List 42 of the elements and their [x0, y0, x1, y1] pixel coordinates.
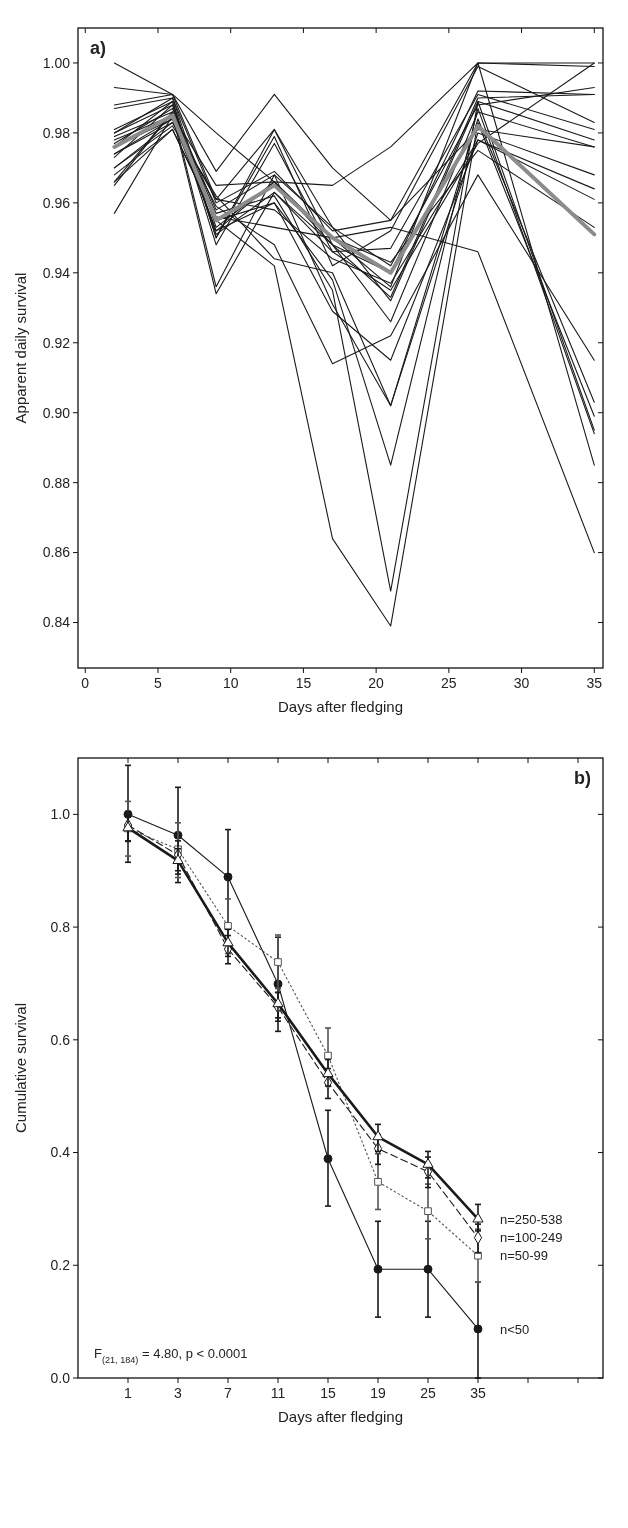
x-tick-label: 25 — [441, 675, 457, 691]
y-axis-title: Apparent daily survival — [12, 272, 29, 424]
x-axis-title: Days after fledging — [277, 1408, 404, 1425]
y-tick-label: 0.90 — [42, 404, 71, 421]
y-tick-label: 0.0 — [50, 1369, 71, 1386]
x-tick-label: 35 — [470, 1385, 486, 1401]
y-tick-label: 0.4 — [50, 1144, 71, 1161]
y-tick-label: 1.00 — [42, 54, 71, 71]
y-axis-title: Cumulative survival — [12, 1002, 29, 1134]
text: b) — [574, 768, 591, 788]
x-tick-label: 3 — [174, 1385, 183, 1401]
x-tick-label: 30 — [513, 675, 530, 691]
series-label: n=100-249 — [500, 1230, 563, 1246]
y-tick-label: 0.6 — [50, 1031, 71, 1048]
x-tick-label: 10 — [222, 675, 239, 691]
y-tick-label: 0.2 — [50, 1257, 71, 1274]
x-tick-label: 7 — [224, 1385, 233, 1401]
y-tick-label: 0.92 — [42, 334, 71, 351]
y-tick-label: 0.88 — [42, 474, 71, 491]
series-label: n=250-538 — [500, 1211, 563, 1227]
text: a) — [90, 38, 107, 58]
y-tick-label: 0.84 — [42, 614, 71, 631]
x-tick-label: 20 — [368, 675, 385, 691]
y-tick-label: 0.94 — [42, 264, 71, 281]
x-tick-label: 11 — [270, 1385, 286, 1401]
y-tick-label: 0.86 — [42, 544, 71, 561]
series-label: n<50 — [500, 1321, 530, 1337]
x-tick-label: 15 — [320, 1385, 336, 1401]
x-tick-label: 1 — [124, 1385, 133, 1401]
x-tick-label: 19 — [370, 1385, 386, 1401]
x-axis-title: Days after fledging — [277, 698, 404, 715]
y-tick-label: 0.96 — [42, 194, 71, 211]
x-tick-label: 15 — [295, 675, 312, 691]
x-tick-label: 35 — [586, 675, 603, 691]
x-tick-label: 0 — [81, 675, 90, 691]
x-tick-label: 25 — [420, 1385, 436, 1401]
series-label: n=50-99 — [500, 1248, 549, 1264]
y-tick-label: 1.0 — [50, 806, 71, 823]
y-tick-label: 0.8 — [50, 918, 71, 935]
x-tick-label: 5 — [154, 675, 163, 691]
annotation: F$_{(21, 184)}$ = 4.80, p < 0.0001 — [94, 1346, 248, 1365]
y-tick-label: 0.98 — [42, 124, 71, 141]
